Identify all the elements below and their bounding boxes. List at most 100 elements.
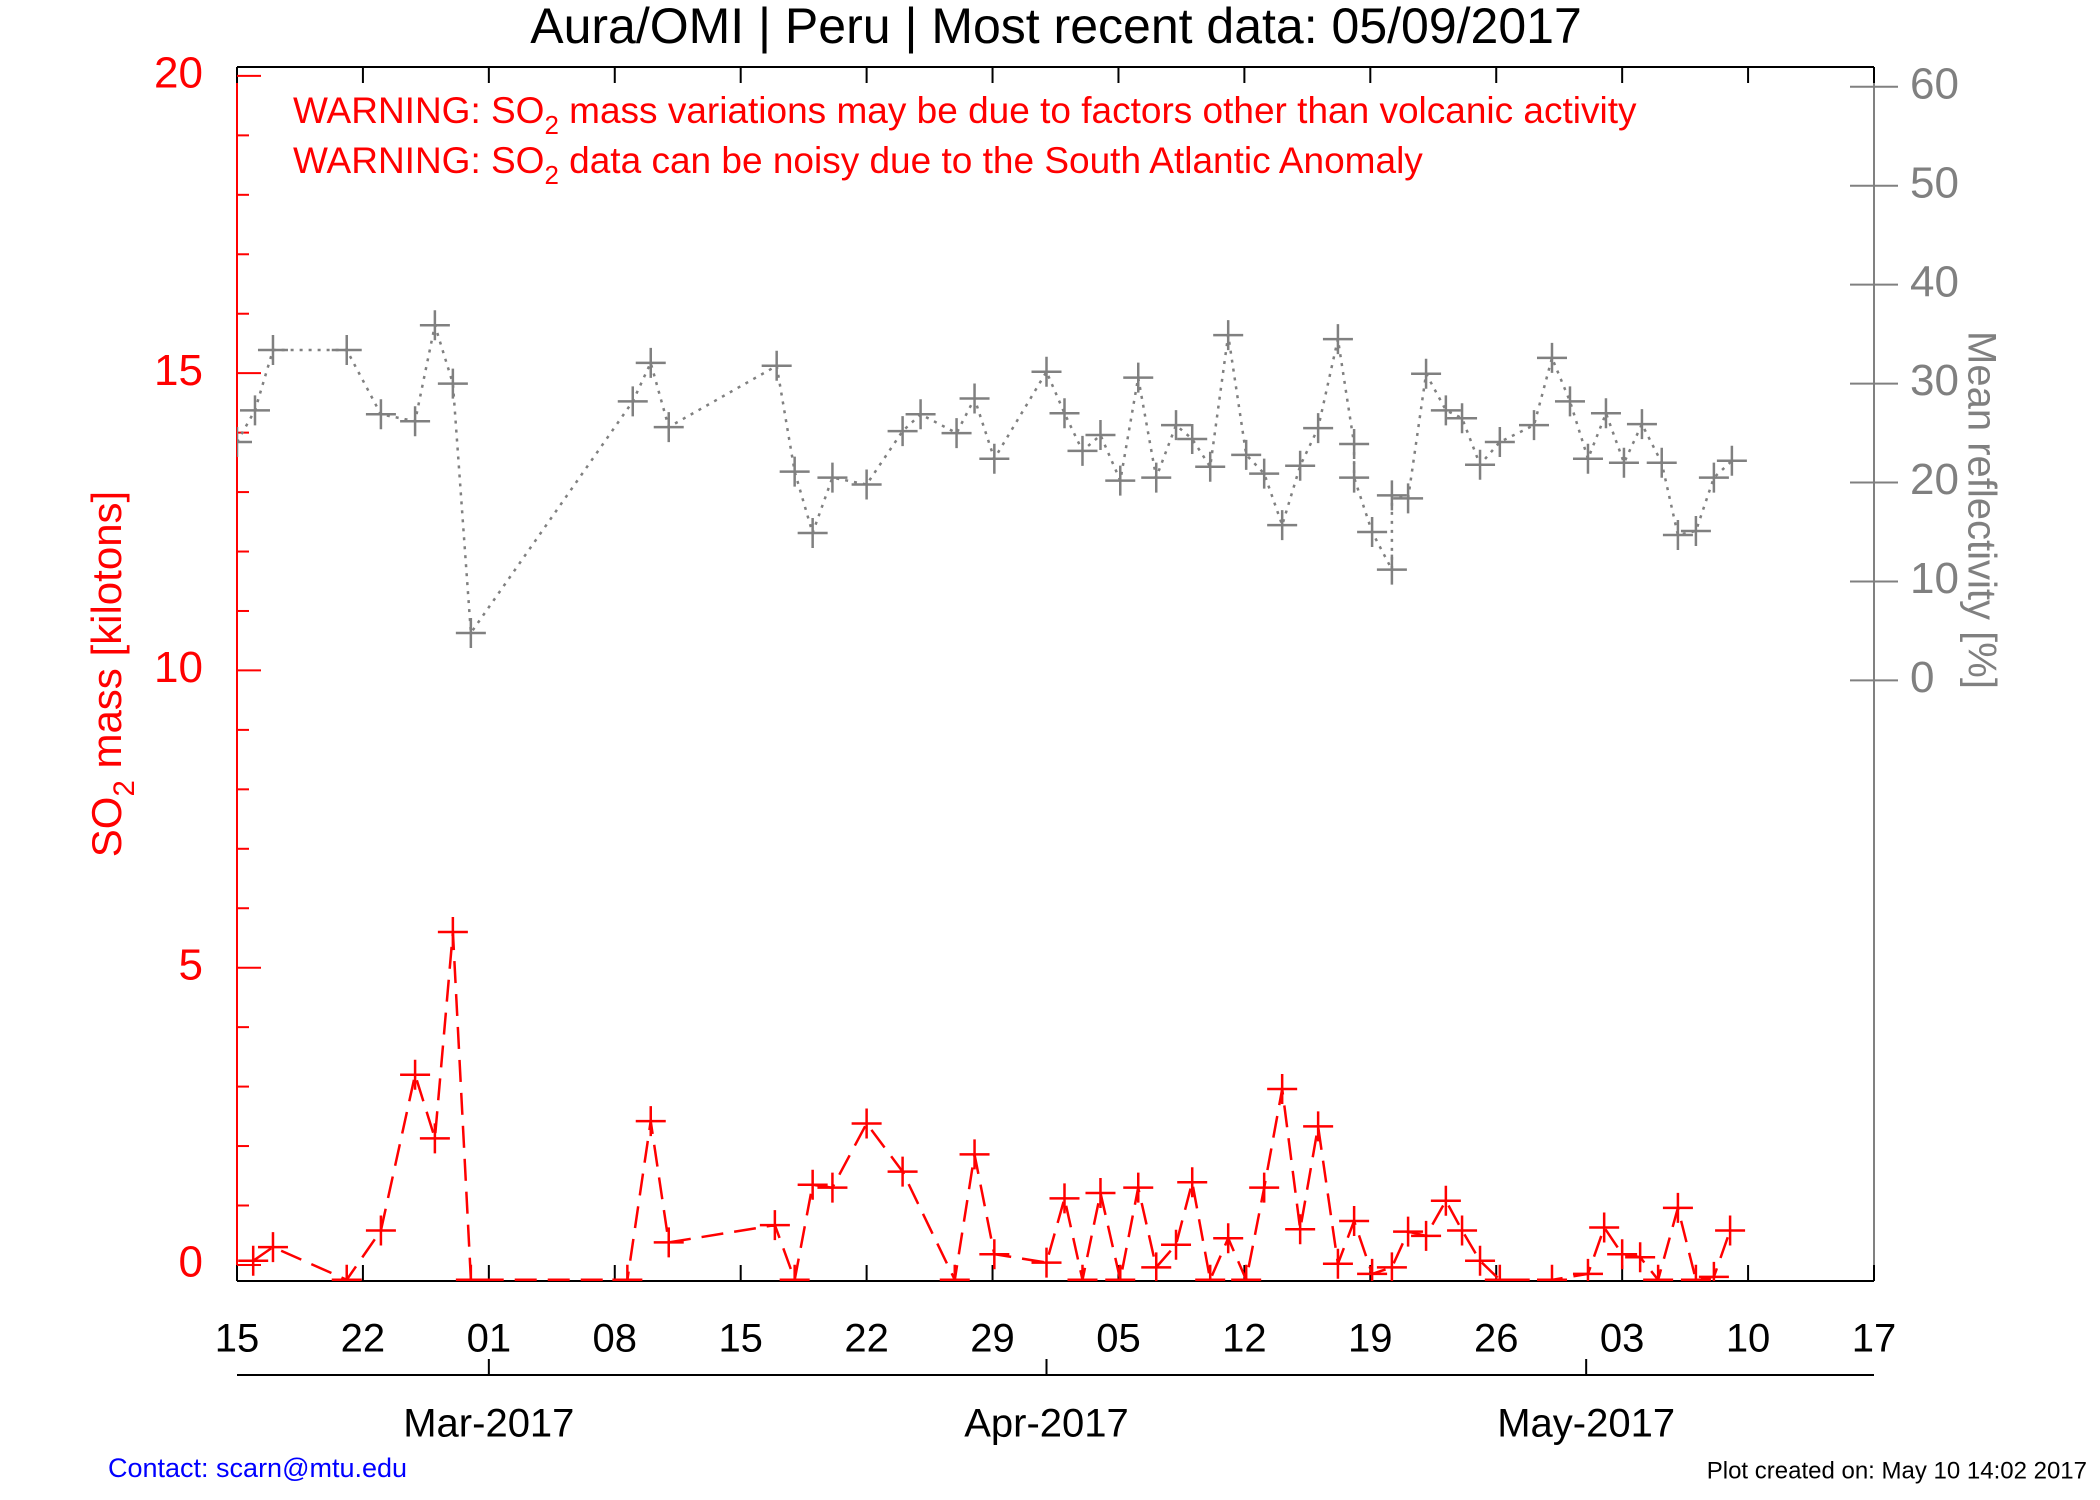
plus-marker	[1339, 462, 1370, 493]
y2-tick-label: 40	[1910, 257, 1959, 306]
plus-marker	[365, 1215, 396, 1246]
y2-tick-label: 20	[1910, 455, 1959, 504]
plus-marker	[759, 1210, 790, 1241]
chart-title: Aura/OMI | Peru | Most recent data: 05/0…	[530, 0, 1582, 54]
plus-marker	[1249, 458, 1280, 489]
plus-marker	[455, 1264, 486, 1281]
plus-marker	[761, 350, 792, 381]
plus-marker	[1572, 443, 1603, 474]
plus-marker	[959, 383, 990, 414]
y-tick-label: 5	[179, 940, 203, 989]
plus-marker	[1537, 342, 1567, 373]
plus-marker	[1465, 1245, 1496, 1276]
plus-marker	[635, 347, 666, 378]
plus-marker	[1626, 409, 1657, 440]
plus-marker	[612, 1264, 643, 1281]
plus-marker	[400, 1059, 431, 1090]
plus-marker	[1231, 1264, 1262, 1281]
x-tick-label: 22	[844, 1317, 889, 1361]
plus-marker	[1357, 517, 1388, 548]
series-line	[252, 931, 1732, 1281]
plus-marker	[1195, 1264, 1226, 1281]
plus-marker	[1484, 1264, 1515, 1281]
plus-marker	[1141, 462, 1172, 493]
plus-marker	[979, 443, 1010, 474]
plus-marker	[653, 1227, 684, 1258]
x-tick-label: 15	[718, 1317, 763, 1361]
x-tick-label: 19	[1348, 1317, 1393, 1361]
x-tick-label: 12	[1222, 1317, 1267, 1361]
plus-marker	[1267, 510, 1298, 541]
plus-marker	[905, 399, 936, 430]
plus-marker	[1105, 465, 1136, 496]
plus-marker	[1303, 413, 1334, 444]
plus-marker	[400, 406, 431, 437]
warning-part: data can be noisy due to the South Atlan…	[559, 140, 1423, 181]
plus-marker	[1177, 424, 1208, 455]
plus-marker	[455, 617, 486, 648]
plus-marker	[1049, 398, 1080, 429]
plus-marker	[887, 416, 918, 447]
plus-marker	[257, 1232, 288, 1263]
x-tick-label: 08	[593, 1317, 638, 1361]
plus-marker	[1213, 1223, 1244, 1254]
plus-marker	[959, 1139, 990, 1170]
plus-marker	[1447, 403, 1478, 434]
plus-marker	[779, 456, 810, 487]
plus-marker	[1195, 451, 1226, 482]
plus-marker	[617, 386, 648, 417]
x-tick-label: 26	[1474, 1317, 1519, 1361]
plus-marker	[1589, 1212, 1620, 1243]
warning-part: mass variations may be due to factors ot…	[559, 90, 1637, 131]
plus-marker	[1519, 410, 1550, 441]
y2-tick-label: 10	[1910, 554, 1959, 603]
plus-marker	[1716, 445, 1747, 476]
plus-marker	[437, 368, 468, 399]
plus-marker	[1411, 1220, 1442, 1251]
warning-sub: 2	[544, 112, 558, 140]
plus-marker	[1625, 1242, 1656, 1273]
x-tick-label: 10	[1726, 1317, 1771, 1361]
plus-marker	[1049, 1183, 1080, 1214]
plus-marker	[1715, 1215, 1746, 1246]
month-label: May-2017	[1497, 1402, 1675, 1446]
plus-marker	[1607, 1239, 1638, 1270]
plus-marker	[237, 426, 252, 457]
plus-marker	[1484, 426, 1515, 457]
plus-marker	[331, 334, 362, 365]
y2-axis-label: Mean reflectivity [%]	[1959, 331, 2003, 689]
plus-marker	[1376, 1252, 1407, 1281]
plus-marker	[1322, 1248, 1353, 1279]
plus-marker	[1031, 356, 1062, 387]
plus-marker	[257, 334, 288, 365]
plus-marker	[1322, 324, 1353, 355]
plus-marker	[1411, 358, 1442, 389]
plus-marker	[437, 917, 468, 948]
plus-marker	[1376, 480, 1407, 511]
warning-part: WARNING: SO	[293, 140, 544, 181]
plus-marker	[331, 1264, 362, 1281]
y-tick-label: 15	[154, 346, 203, 395]
plus-marker	[1339, 428, 1370, 459]
plus-marker	[238, 1245, 269, 1276]
plus-marker	[1537, 1264, 1567, 1281]
series-line	[237, 324, 1733, 637]
y-axis-label-part: mass [kilotons]	[83, 491, 130, 780]
plus-marker	[887, 1156, 918, 1187]
plus-marker	[1430, 1185, 1461, 1216]
plus-marker	[979, 1239, 1010, 1270]
x-tick-label: 15	[215, 1317, 260, 1361]
plus-marker	[1161, 1229, 1192, 1260]
created-note: Plot created on: May 10 14:02 2017	[1707, 1457, 2087, 1484]
y2-tick-label: 0	[1910, 653, 1934, 702]
plus-marker	[1590, 398, 1621, 429]
plus-marker	[1646, 447, 1677, 478]
plus-marker	[1123, 1172, 1154, 1203]
plus-marker	[1231, 439, 1262, 470]
plus-marker	[1357, 1258, 1388, 1281]
plus-marker	[1680, 516, 1711, 547]
warning-part: WARNING: SO	[293, 90, 544, 131]
plus-marker	[1643, 1264, 1674, 1281]
plus-marker	[1430, 395, 1461, 426]
plus-marker	[941, 418, 972, 449]
